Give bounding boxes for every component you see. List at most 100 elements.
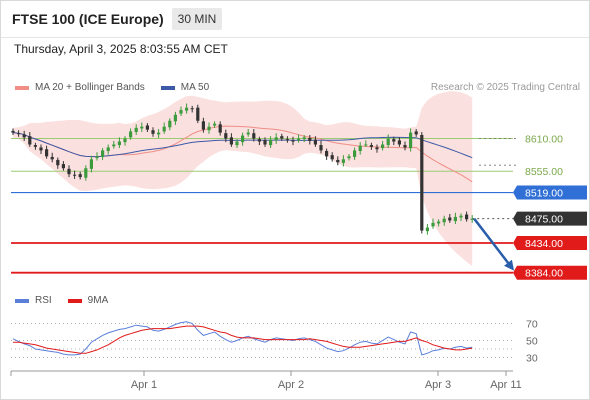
candle-body <box>129 131 133 138</box>
rsi-tick-label: 70 <box>526 319 538 331</box>
x-tick-label: Apr 11 <box>490 379 522 391</box>
candle-body <box>67 168 71 175</box>
candle-body <box>291 140 295 142</box>
candle-body <box>101 150 105 157</box>
candle-body <box>269 139 273 146</box>
candle-body <box>470 218 474 220</box>
candle-body <box>173 114 177 122</box>
candle-body <box>196 107 200 121</box>
rsi-tick-label: 30 <box>526 353 538 365</box>
candle-body <box>308 137 312 141</box>
candle-body <box>162 126 166 132</box>
candle-body <box>61 164 65 169</box>
timeframe-button[interactable]: 30 MIN <box>172 8 222 30</box>
ma20-legend-label: MA 20 + Bollinger Bands <box>35 82 145 93</box>
candle-body <box>151 130 155 134</box>
candle-body <box>50 156 54 160</box>
candle-body <box>207 126 211 131</box>
ma50-legend-label: MA 50 <box>180 82 210 93</box>
x-tick-label: Apr 2 <box>278 379 304 391</box>
candle-body <box>235 141 239 146</box>
candle-body <box>179 110 183 114</box>
candle-body <box>190 108 194 110</box>
candle-body <box>89 159 93 169</box>
candle-body <box>364 144 368 146</box>
candle-body <box>425 227 429 232</box>
candle-body <box>134 127 138 133</box>
rsi-legend: RSI 9MA <box>15 295 108 306</box>
candle-body <box>336 159 340 163</box>
research-credit: Research © 2025 Trading Central <box>430 82 580 93</box>
candle-body <box>257 139 261 142</box>
candle-body <box>33 145 37 147</box>
candle-body <box>465 214 469 220</box>
candle-body <box>117 141 121 146</box>
x-tick-label: Apr 1 <box>131 379 157 391</box>
level-label: 8519.00 <box>525 188 563 200</box>
candle-body <box>11 130 15 133</box>
candle-body <box>437 221 441 224</box>
candle-body <box>453 216 457 222</box>
candle-body <box>392 139 396 142</box>
candle-body <box>246 132 250 135</box>
candle-body <box>274 137 278 141</box>
candle-body <box>403 145 407 148</box>
candle-body <box>341 159 345 163</box>
candle-body <box>106 147 110 152</box>
candle-body <box>185 107 189 111</box>
main-legend: MA 20 + Bollinger Bands MA 50 <box>15 82 209 93</box>
rsi-legend-swatch <box>15 298 29 303</box>
candle-body <box>112 144 116 147</box>
candles-group <box>11 103 474 235</box>
candle-body <box>45 149 49 157</box>
candle-body <box>381 144 385 149</box>
candle-body <box>145 125 149 130</box>
candle-body <box>358 145 362 152</box>
ma20-legend-swatch <box>15 85 29 90</box>
chart-header: FTSE 100 (ICE Europe) 30 MIN <box>1 1 589 38</box>
candle-body <box>459 215 463 218</box>
x-tick-label: Apr 3 <box>425 379 451 391</box>
candle-body <box>140 126 144 129</box>
bollinger-band <box>13 91 473 266</box>
candle-body <box>168 120 172 128</box>
level-label: 8475.00 <box>525 214 563 226</box>
candle-body <box>347 156 351 159</box>
level-badge-8384.00 <box>513 265 587 280</box>
level-badge-8434.00 <box>513 236 587 251</box>
level-label: 8610.00 <box>525 134 563 146</box>
candle-body <box>229 137 233 145</box>
rsi-ma-line <box>13 325 473 354</box>
candle-body <box>409 132 413 149</box>
candle-body <box>213 123 217 126</box>
candle-body <box>280 136 284 139</box>
candle-body <box>319 145 323 151</box>
level-label: 8434.00 <box>525 238 563 250</box>
level-label: 8384.00 <box>525 268 563 280</box>
candle-body <box>95 156 99 159</box>
candle-body <box>157 132 161 135</box>
candle-body <box>73 174 77 176</box>
rsi-ma-legend-swatch <box>67 298 82 303</box>
candle-body <box>302 137 306 140</box>
candle-body <box>263 140 267 145</box>
ma50-legend-swatch <box>160 85 175 90</box>
candle-body <box>442 218 446 223</box>
candle-body <box>56 159 60 166</box>
candle-body <box>420 134 424 231</box>
candle-body <box>78 174 82 178</box>
candle-body <box>252 133 256 139</box>
candle-body <box>353 150 357 157</box>
candle-body <box>375 147 379 150</box>
candle-body <box>386 138 390 146</box>
candle-body <box>17 133 21 135</box>
candle-body <box>28 136 32 145</box>
candle-body <box>84 168 88 178</box>
candle-body <box>297 138 301 141</box>
level-badge-8519.00 <box>513 185 587 200</box>
candle-body <box>330 155 334 160</box>
candle-body <box>123 138 127 143</box>
level-badge-8475.00 <box>513 211 587 226</box>
candle-body <box>448 217 452 221</box>
candle-body <box>414 131 418 135</box>
